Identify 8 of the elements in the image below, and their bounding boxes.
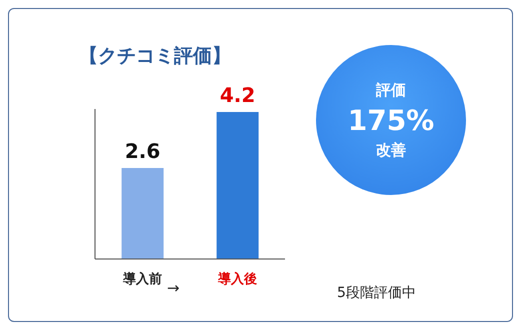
x-tick-label: 導入後	[217, 271, 257, 287]
chart-title: 【クチコミ評価】	[79, 44, 231, 69]
circle-badge: 評価 175% 改善	[316, 45, 466, 195]
text: →	[167, 279, 180, 297]
text: 5段階評価中	[337, 284, 416, 302]
data-label: 2.6	[124, 138, 160, 163]
x-tick-label: 導入前	[122, 271, 162, 287]
data-label: 4.2	[220, 82, 256, 107]
